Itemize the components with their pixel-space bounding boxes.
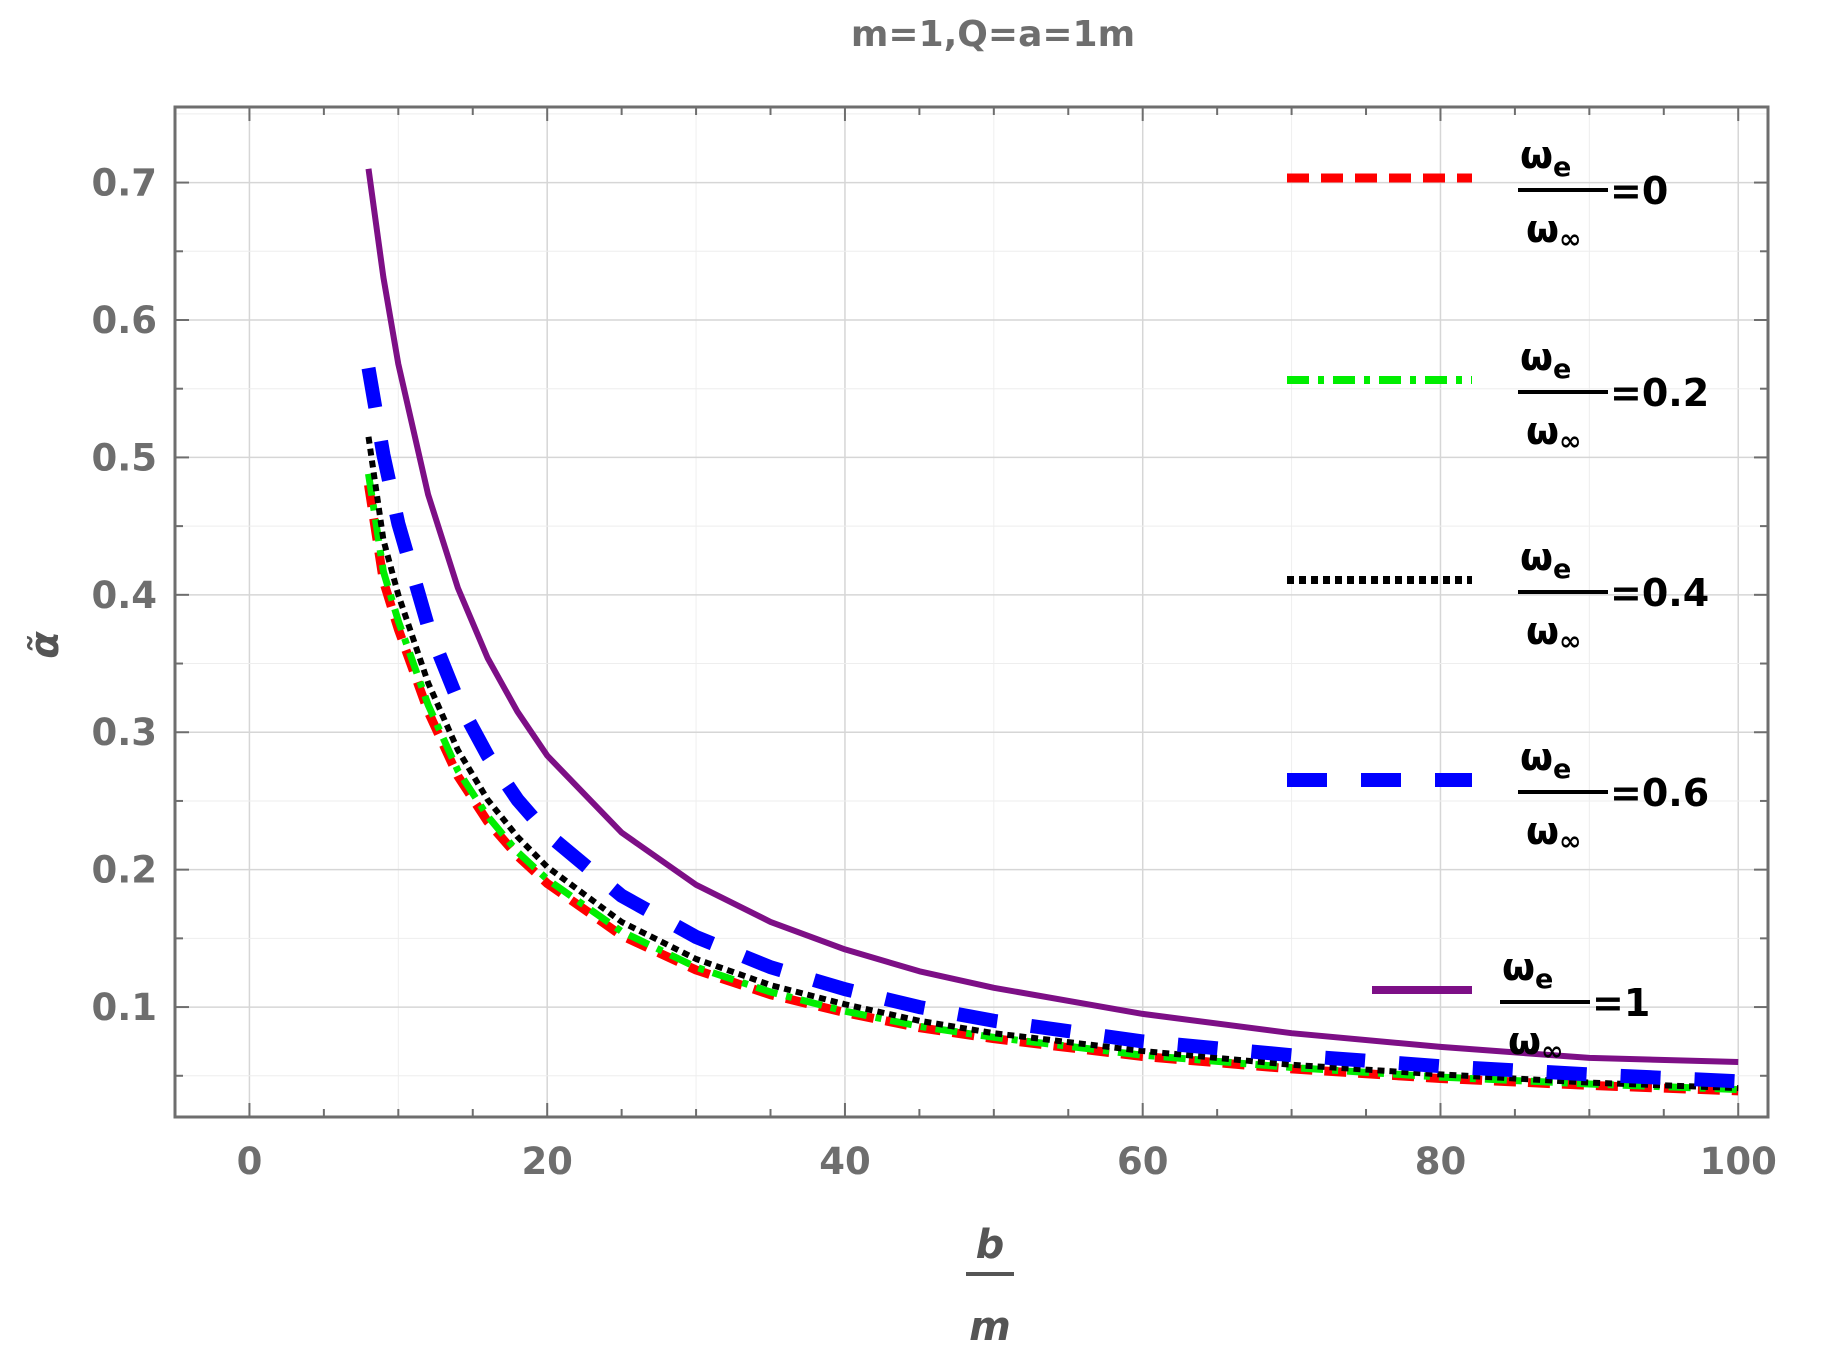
axes: 0 20 40 60 80 100 0.1 0.2 0.3 0.4 0.5 0.6 0.7 [91, 105, 1777, 1183]
x-tick-label: 100 [1700, 1140, 1777, 1183]
y-tick-label: 0.6 [91, 299, 157, 342]
legend-entry-1: ωeω∞=0.2 [1287, 335, 1709, 457]
x-tick-label: 60 [1117, 1140, 1169, 1183]
x-axis-label: b m [966, 1222, 1014, 1350]
legend-label-sub: e [1553, 354, 1571, 385]
y-tick-label: 0.5 [91, 436, 157, 479]
y-tick-label: 0.4 [91, 574, 157, 617]
legend-label-value: =1 [1592, 981, 1650, 1025]
legend-label-denominator: ω∞ [1508, 1019, 1564, 1067]
y-axis-label: α̃ [22, 631, 68, 659]
legend-label-sub: ∞ [1559, 626, 1582, 657]
legend-label-value: =0.6 [1610, 771, 1709, 815]
x-tick-label: 20 [521, 1140, 573, 1183]
series-lines [361, 168, 1739, 1096]
x-tick-label: 0 [237, 1140, 263, 1183]
legend-label-value: =0 [1610, 169, 1668, 213]
legend-label-sub: ∞ [1541, 1036, 1564, 1067]
y-tick-label: 0.1 [91, 986, 157, 1029]
legend-label-sub: e [1553, 754, 1571, 785]
series-line-4 [365, 168, 1739, 1065]
y-tick-label: 0.3 [91, 711, 157, 754]
x-axis-label-numerator: b [976, 1222, 1005, 1268]
legend-label-sub: ∞ [1559, 826, 1582, 857]
legend-entry-4: ωeω∞=1 [1372, 945, 1650, 1067]
legend-label-value: =0.2 [1610, 371, 1709, 415]
legend-label-value: =0.4 [1610, 571, 1709, 615]
legend-label-sub: e [1553, 554, 1571, 585]
x-tick-label: 40 [819, 1140, 871, 1183]
x-tick-label: 80 [1415, 1140, 1467, 1183]
grid [175, 107, 1768, 1117]
series-line-2 [365, 436, 1739, 1092]
legend-label-sub: e [1553, 152, 1571, 183]
series-line-1 [365, 473, 1739, 1093]
y-tick-label: 0.7 [91, 162, 157, 205]
legend-label-sub: ∞ [1559, 224, 1582, 255]
chart-title: m=1,Q=a=1m [851, 14, 1135, 55]
x-axis-label-denominator: m [969, 1304, 1011, 1350]
series-line-3 [361, 366, 1739, 1089]
legend-label-sub: ∞ [1559, 426, 1582, 457]
plot-frame [173, 105, 1770, 1119]
legend-label-sub: e [1535, 964, 1553, 995]
y-tick-label: 0.2 [91, 849, 157, 892]
